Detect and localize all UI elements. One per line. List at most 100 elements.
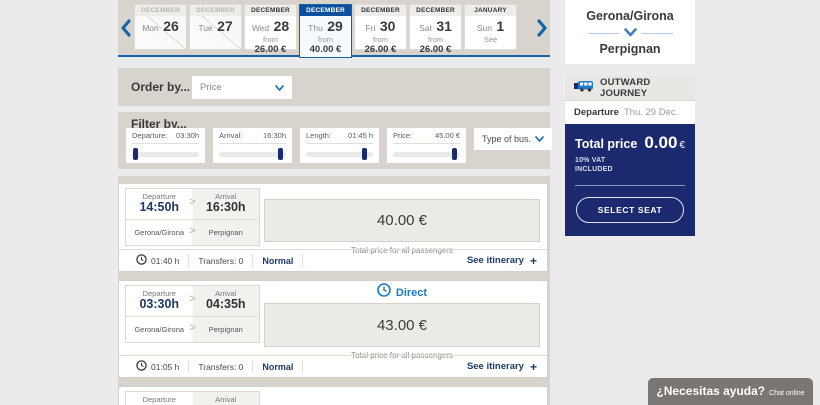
transfers-item: Transfers: 0	[189, 254, 254, 267]
departure-slider-handle[interactable]	[133, 148, 138, 160]
fare-price: 43.00 €	[376, 316, 428, 334]
bus-type-value: Type of bus.	[482, 134, 532, 144]
tab-month-label: DECEMBER	[410, 5, 461, 16]
date-tabs: DECEMBER Mon 26 DECEMBER Tue 27 DECEMBER…	[134, 4, 519, 58]
filter-length-slider-card: Length: 01:45 h	[300, 128, 379, 163]
see-itinerary-link[interactable]: See itinerary +	[466, 359, 537, 374]
transfers-value: Transfers: 0	[198, 361, 244, 372]
date-carousel: DECEMBER Mon 26 DECEMBER Tue 27 DECEMBER…	[118, 0, 550, 58]
price-slider-handle[interactable]	[451, 148, 457, 160]
see-itinerary-link[interactable]: See itinerary +	[466, 253, 537, 268]
tab-dow: Mon	[142, 23, 159, 33]
total-amount: 0.00	[644, 133, 678, 152]
date-tab-mon-26[interactable]: DECEMBER Mon 26	[134, 4, 187, 50]
departure-date-row: Departure Thu. 29 Dec.	[565, 101, 695, 124]
order-by-select[interactable]: Price	[192, 76, 292, 99]
see-itinerary-label: See itinerary	[466, 361, 524, 372]
select-seat-button[interactable]: SELECT SEAT	[576, 197, 684, 223]
fare-price: 40.00 €	[376, 212, 428, 229]
tab-month-label: DECEMBER	[135, 5, 186, 16]
tab-dow: Sun	[476, 23, 492, 33]
filter-value: 45.00 €	[434, 131, 460, 140]
departure-slider-track[interactable]	[132, 148, 199, 160]
select-seat-label: SELECT SEAT	[597, 205, 663, 215]
filter-name: Arrival:	[219, 131, 243, 140]
plus-icon: +	[529, 359, 537, 374]
chat-widget-button[interactable]: ¿Necesitas ayuda? Chat online	[648, 378, 813, 405]
tab-from-label: from	[428, 35, 443, 44]
journey-times-box: Departure Arrival	[125, 391, 260, 405]
filter-arrival-slider-card: Arrival: 16:30h	[213, 128, 292, 163]
price-slider-track[interactable]	[393, 148, 460, 160]
tab-from-label: See	[483, 35, 498, 44]
length-slider-handle[interactable]	[362, 148, 368, 160]
tab-from-label: from	[263, 35, 278, 44]
see-itinerary-label: See itinerary	[466, 255, 524, 266]
fare-class-value: Normal	[262, 361, 294, 372]
date-tab-fri-30[interactable]: DECEMBER Fri 30 from 26.00 €	[354, 4, 407, 55]
direct-clock-icon	[377, 283, 391, 302]
date-tab-thu-29-selected[interactable]: DECEMBER Thu 29 from 40.00 €	[299, 4, 352, 58]
tab-price: 26.00 €	[419, 44, 452, 55]
fare-price-button[interactable]: 40.00 €	[264, 199, 540, 242]
divider	[575, 185, 685, 186]
clock-icon	[136, 254, 147, 267]
date-tab-sat-31[interactable]: DECEMBER Sat 31 from 26.00 €	[409, 4, 462, 55]
filter-section: Filter by... Departure: 03:30h Arrival: 16…	[118, 112, 552, 169]
direct-badge: Direct	[264, 283, 540, 302]
filter-value: 03:30h	[176, 131, 199, 140]
tab-day: 27	[217, 18, 233, 34]
filter-name: Price:	[393, 131, 413, 140]
journey-info-row: 01:05 h Transfers: 0 Normal See itinerar…	[119, 355, 547, 377]
arrival-time: 04:35h	[205, 297, 246, 311]
date-tab-wed-28[interactable]: DECEMBER Wed 28 from 26.00 €	[244, 4, 297, 55]
arrival-label: Arrival	[215, 289, 237, 298]
prev-day-arrow-icon[interactable]	[119, 18, 133, 38]
arrival-slider-handle[interactable]	[277, 148, 283, 160]
tab-dow: Thu	[308, 23, 323, 33]
tab-price: 26.00 €	[254, 44, 287, 55]
tab-from-label: from	[318, 35, 333, 44]
journey-card: Departure Arrival	[118, 386, 548, 405]
next-day-arrow-icon[interactable]	[535, 18, 549, 38]
destination-city: Perpignan	[208, 325, 243, 334]
journey-times-box: Departure 03:30h Arrival 04:35h Gerona/Gir…	[125, 285, 260, 343]
bus-icon	[574, 79, 594, 97]
journey-results-list: Departure 14:50h Arrival 16:30h Gerona/Gir…	[118, 176, 550, 405]
total-price-value: 0.00 €	[644, 133, 685, 153]
chevron-down-icon	[535, 136, 544, 142]
filter-name: Departure:	[132, 131, 168, 140]
tab-month-label: JANUARY	[465, 5, 516, 16]
clock-icon	[136, 360, 147, 373]
arrival-label: Arrival	[215, 192, 237, 201]
tab-day: 1	[496, 18, 505, 34]
date-tab-sun-1[interactable]: JANUARY Sun 1 See	[464, 4, 517, 50]
fare-class-item: Normal	[253, 254, 304, 267]
route-summary-card: Gerona/Girona Perpignan	[565, 0, 695, 64]
tab-month-label: DECEMBER	[355, 5, 406, 16]
tab-from-label: from	[373, 35, 388, 44]
outward-journey-bar: OUTWARD JOURNEY	[565, 76, 695, 101]
date-tab-tue-27[interactable]: DECEMBER Tue 27	[189, 4, 242, 50]
tab-month-label: DECEMBER	[300, 5, 351, 16]
bus-type-select[interactable]: Type of bus.	[474, 128, 552, 150]
tab-day: 28	[273, 18, 290, 34]
currency-symbol: €	[679, 140, 685, 151]
chevron-right-icon: >	[189, 293, 196, 305]
journey-info-row: 01:40 h Transfers: 0 Normal See itinerar…	[119, 249, 547, 271]
duration-item: 01:40 h	[127, 254, 190, 267]
departure-time: 14:50h	[139, 200, 180, 214]
direct-label: Direct	[395, 286, 428, 299]
length-slider-track[interactable]	[306, 148, 373, 160]
plus-icon: +	[529, 253, 537, 268]
arrival-label: Arrival	[215, 395, 237, 404]
journey-card: Departure 14:50h Arrival 16:30h Gerona/Gir…	[118, 183, 548, 272]
chat-question: ¿Necesitas ayuda?	[656, 384, 766, 398]
departure-label: Departure	[142, 192, 176, 201]
chevron-down-icon	[275, 84, 284, 91]
arrival-slider-track[interactable]	[219, 148, 286, 160]
fare-price-button[interactable]: 43.00 €	[264, 303, 540, 347]
filter-by-label: Filter by...	[131, 117, 187, 131]
route-destination: Perpignan	[599, 42, 661, 56]
route-origin: Gerona/Girona	[586, 9, 674, 23]
